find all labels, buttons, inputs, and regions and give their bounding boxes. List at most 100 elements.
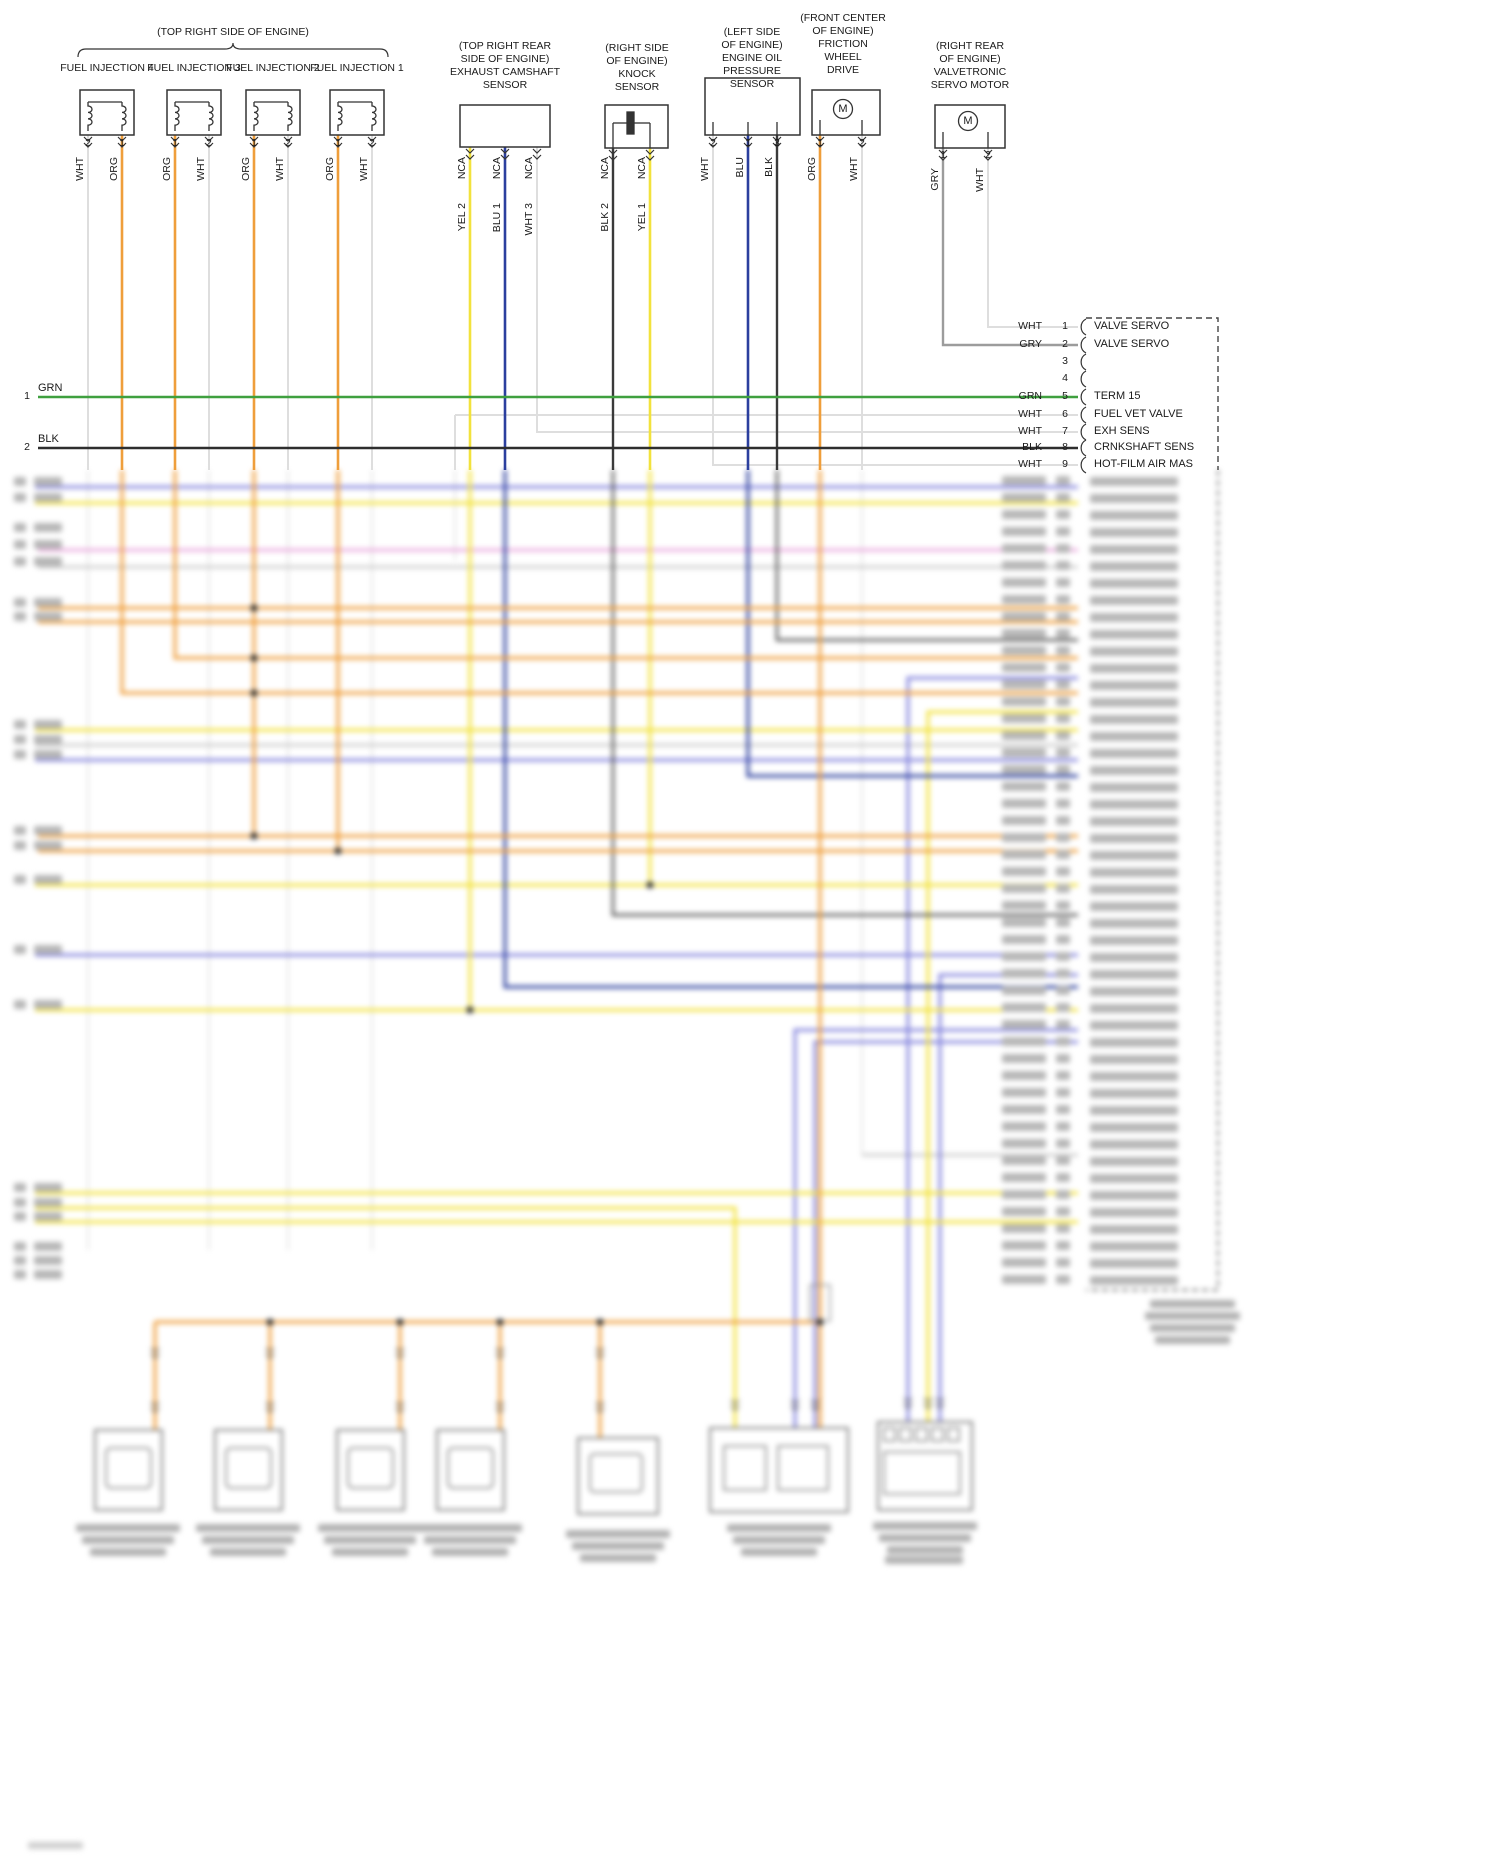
injector-2-wire-a: ORG	[240, 157, 252, 181]
fuel-injector-2-symbol	[245, 89, 301, 136]
knock-tag-2: NCA	[636, 157, 648, 180]
blurred-components	[94, 1421, 973, 1515]
injector-2-label: FUEL INJECTION 2	[226, 62, 320, 74]
ecm-pin-sockets	[1080, 318, 1087, 474]
ecm-border	[1086, 317, 1219, 470]
camshaft-tag-3: NCA	[523, 157, 535, 180]
ecm-pin-7-label: EXH SENS	[1094, 425, 1150, 437]
yellow-wires	[468, 147, 652, 470]
oil-location: (LEFT SIDE OF ENGINE)	[721, 26, 783, 51]
ecm-pin-1-label: VALVE SERVO	[1094, 320, 1170, 332]
valvetronic-location: (RIGHT REAR OF ENGINE)	[935, 40, 1005, 65]
orange-wires	[120, 135, 822, 470]
knock-piezo-icon	[626, 111, 635, 135]
group-brace	[77, 42, 389, 58]
blur-navy-wires	[503, 470, 1078, 989]
camshaft-name: EXHAUST CAMSHAFT SENSOR	[449, 66, 561, 91]
ecm-pin-6-label: FUEL VET VALVE	[1094, 408, 1183, 420]
injector-group-location: (TOP RIGHT SIDE OF ENGINE)	[157, 26, 309, 38]
ecm-pin-8-color: BLK	[1022, 441, 1042, 453]
camshaft-wire-1: YEL 2	[456, 203, 468, 232]
knock-tag-1: NCA	[599, 157, 611, 180]
ecm-pin-5-label: TERM 15	[1094, 390, 1141, 402]
blur-white-wires	[87, 470, 863, 1250]
knock-wire-2: YEL 1	[636, 203, 648, 232]
injector-2-wire-b: WHT	[274, 157, 286, 181]
camshaft-sensor-box	[459, 104, 551, 148]
valvetronic-motor-letter: M	[963, 115, 973, 127]
oil-wire-3: BLK	[763, 157, 775, 177]
white-wires	[87, 135, 1078, 470]
ecm-pin-9-number: 9	[1062, 458, 1068, 470]
friction-wire-1: ORG	[806, 157, 818, 181]
blur-orange-wires	[38, 470, 1078, 1438]
injector-1-label: FUEL INJECTION 1	[310, 62, 404, 74]
ecm-pin-3-number: 3	[1062, 355, 1068, 367]
ecm-pin-7-number: 7	[1062, 425, 1068, 437]
ecm-pin-5-color: GRN	[1018, 390, 1042, 402]
valvetronic-motor-icon	[957, 110, 979, 132]
left-wire-2-color: BLK	[38, 433, 59, 445]
camshaft-tag-1: NCA	[456, 157, 468, 180]
valvetronic-pin-2: 2	[985, 150, 991, 161]
black-wires	[611, 135, 779, 470]
knock-name: KNOCK SENSOR	[614, 68, 660, 93]
ecm-border-blur	[1086, 470, 1219, 1291]
ecm-pin-6-color: WHT	[1018, 408, 1042, 420]
ecm-pin-2-number: 2	[1062, 338, 1068, 350]
oil-wire-2: BLU	[734, 157, 746, 178]
injector-4-wire-b: ORG	[108, 157, 120, 181]
valvetronic-wire-2: WHT	[974, 168, 986, 192]
friction-name: FRICTION WHEEL DRIVE	[818, 38, 868, 76]
injector-1-wire-a: ORG	[324, 157, 336, 181]
camshaft-wire-2: BLU 1	[491, 203, 503, 233]
injector-3-label: FUEL INJECTION 3	[147, 62, 241, 74]
left-wire-1-number: 1	[24, 390, 30, 402]
injector-4-wire-a: WHT	[74, 157, 86, 181]
friction-location: (FRONT CENTER OF ENGINE)	[800, 12, 886, 37]
gray-wire	[941, 148, 1078, 347]
ecm-pin-8-label: CRNKSHAFT SENS	[1094, 441, 1195, 453]
left-wire-2-number: 2	[24, 441, 30, 453]
knock-sensor-box	[604, 104, 669, 149]
blur-yellow-wires	[35, 470, 1078, 1428]
camshaft-location: (TOP RIGHT REAR SIDE OF ENGINE)	[458, 40, 552, 65]
injector-4-pin-a: 2	[85, 138, 91, 149]
injector-3-wire-b: WHT	[195, 157, 207, 181]
injector-1-wire-b: WHT	[358, 157, 370, 181]
valvetronic-pin-1: 1	[940, 150, 946, 161]
ecm-pin-8-number: 8	[1062, 441, 1068, 453]
oil-pin-3: 3	[774, 138, 780, 149]
friction-pin-1: 1	[817, 138, 823, 149]
ecm-pin-9-label: HOT-FILM AIR MAS	[1094, 458, 1194, 470]
injector-2-pin-b: 2	[285, 138, 291, 149]
fuel-injector-1-symbol	[329, 89, 385, 136]
blur-periwinkle-wires	[35, 485, 1078, 1428]
injector-3-pin-b: 2	[206, 138, 212, 149]
fuel-injector-3-symbol	[166, 89, 222, 136]
friction-motor-icon	[832, 98, 854, 120]
ecm-pin-4-number: 4	[1062, 372, 1068, 384]
knock-wire-1: BLK 2	[599, 203, 611, 232]
blurred-captions	[28, 1300, 1240, 1849]
component-boxes	[79, 77, 1006, 149]
friction-motor-letter: M	[838, 103, 848, 115]
fuel-injector-4-symbol	[79, 89, 135, 136]
ecm-pin-2-color: GRY	[1019, 338, 1042, 350]
ecm-pin-6-number: 6	[1062, 408, 1068, 420]
oil-pressure-sensor-box	[704, 77, 801, 136]
ecm-pin-5-number: 5	[1062, 390, 1068, 402]
ecm-pin-1-number: 1	[1062, 320, 1068, 332]
knock-location: (RIGHT SIDE OF ENGINE)	[605, 42, 669, 67]
friction-wire-2: WHT	[848, 157, 860, 181]
ecm-pin-7-color: WHT	[1018, 425, 1042, 437]
camshaft-wire-3: WHT 3	[523, 203, 535, 236]
valvetronic-wire-1: GRY	[929, 168, 941, 191]
injector-2-pin-a: 1	[251, 138, 257, 149]
oil-pin-2: 1	[745, 138, 751, 149]
navy-wires	[503, 135, 750, 470]
